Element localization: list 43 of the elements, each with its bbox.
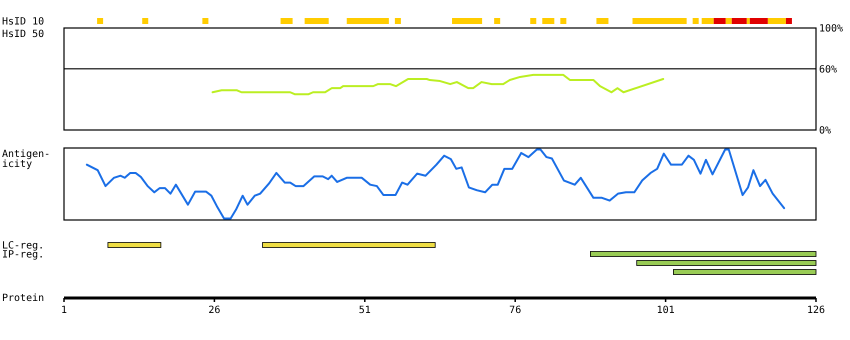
bar	[714, 18, 726, 24]
bar	[673, 269, 816, 275]
bar	[97, 18, 104, 24]
x-tick-label: 1	[60, 305, 68, 316]
bar	[452, 18, 482, 24]
bar	[786, 18, 792, 24]
bar	[702, 18, 714, 24]
bar	[142, 18, 148, 24]
y-axis-title: HsID 50	[2, 29, 44, 40]
y-tick-label: 60%	[819, 64, 838, 76]
category-label: LC-reg.	[2, 240, 44, 252]
bar	[750, 18, 768, 24]
category-label: HsID 10	[2, 16, 44, 28]
bar	[394, 18, 401, 24]
bar	[596, 18, 608, 24]
bar	[632, 18, 687, 24]
bar	[590, 251, 816, 257]
category-label: IP-reg.	[2, 250, 44, 260]
bar	[746, 18, 750, 24]
bar	[768, 18, 786, 24]
x-tick-label: 76	[509, 305, 522, 316]
x-tick-label: 126	[806, 305, 826, 316]
bar	[542, 18, 554, 24]
line-series	[212, 74, 664, 96]
bar	[726, 18, 732, 24]
bar	[304, 18, 329, 24]
x-tick-label: 101	[656, 305, 675, 316]
x-tick-label: 26	[208, 305, 220, 316]
bar	[732, 18, 747, 24]
bar	[560, 18, 566, 24]
bar	[636, 260, 816, 266]
bar	[692, 18, 699, 24]
bar	[346, 18, 389, 24]
bar	[280, 18, 293, 24]
bar	[494, 18, 500, 24]
y-tick-label: 100%	[819, 24, 844, 34]
y-axis-title: Antigen- icity	[2, 149, 50, 170]
x-tick-label: 51	[358, 305, 371, 316]
bar	[262, 242, 436, 248]
bar	[530, 18, 536, 24]
bar	[202, 18, 208, 24]
x-axis-title: Protein	[2, 293, 44, 304]
y-tick-label: 0%	[819, 126, 832, 136]
